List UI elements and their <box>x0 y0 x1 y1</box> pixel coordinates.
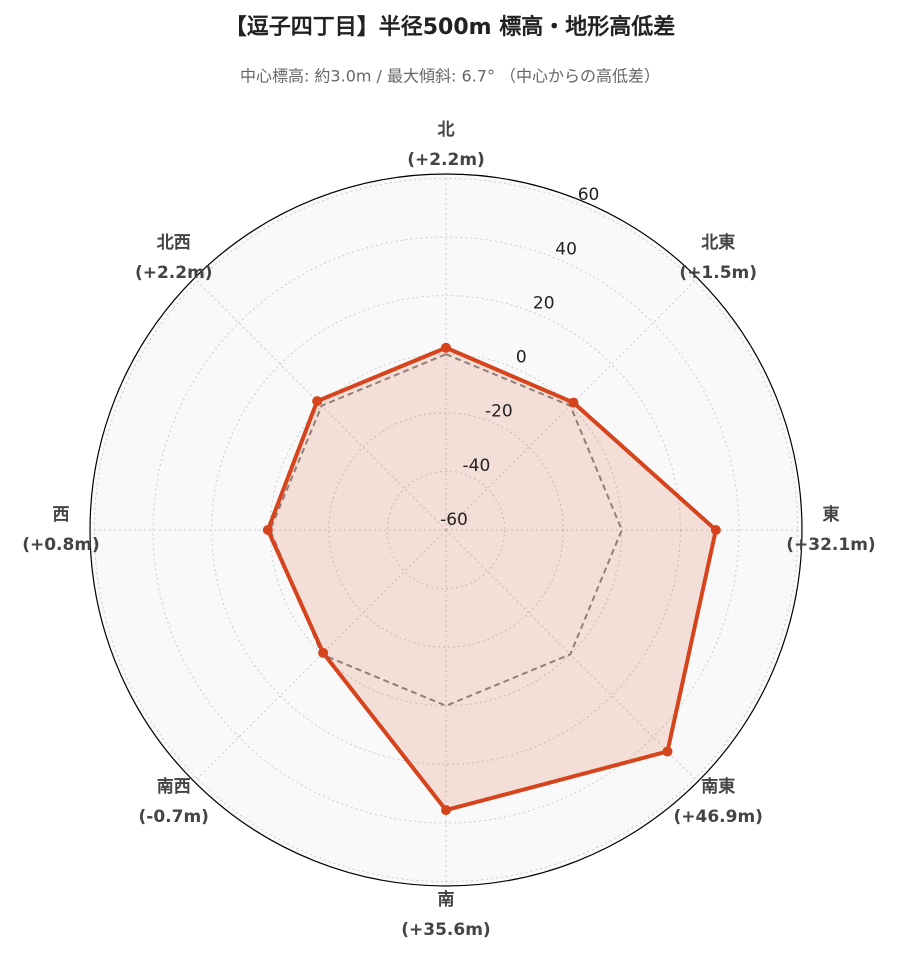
r-tick-label: -20 <box>485 402 513 422</box>
grid-spoke <box>193 277 447 531</box>
value-label: (+35.6m) <box>401 920 490 940</box>
value-label: (+0.8m) <box>22 535 100 555</box>
data-point <box>318 647 329 658</box>
plot-area: -60 -40 -20 0 20 40 60 北 (+2.2m) 北東 (+1.5m) 東 (+32.1… <box>22 120 876 940</box>
r-tick-label: 0 <box>516 348 527 368</box>
data-point <box>312 396 323 407</box>
data-point <box>710 525 721 535</box>
chart-subtitle: 中心標高: 約3.0m / 最大傾斜: 6.7° （中心からの高低差） <box>240 67 660 86</box>
category-label: 北西 <box>157 233 191 253</box>
data-point <box>441 805 451 816</box>
value-label: (+1.5m) <box>679 263 757 283</box>
category-label: 南西 <box>157 776 191 797</box>
data-point <box>262 525 273 535</box>
category-label: 北 <box>438 120 455 140</box>
grid-ring <box>386 470 506 590</box>
data-point <box>441 342 451 353</box>
value-label: (-0.7m) <box>139 807 209 827</box>
grid-spoke <box>445 277 699 531</box>
chart-title: 【逗子四丁目】半径500m 標高・地形高低差 <box>225 14 676 40</box>
r-tick-label: 60 <box>578 185 600 205</box>
r-tick-label: 20 <box>533 293 555 313</box>
r-tick-label: 40 <box>555 239 577 259</box>
category-label: 西 <box>53 505 70 525</box>
category-label: 東 <box>823 504 840 525</box>
value-label: (+46.9m) <box>674 807 763 827</box>
grid-ring <box>211 295 681 765</box>
category-label: 北東 <box>701 232 735 253</box>
category-label: 南 <box>438 889 455 910</box>
category-label: 南東 <box>701 776 735 797</box>
grid-spoke <box>193 529 447 783</box>
value-label: (+2.2m) <box>407 150 485 170</box>
data-point <box>662 746 673 757</box>
value-label: (+2.2m) <box>135 263 213 283</box>
value-label: (+32.1m) <box>786 535 875 555</box>
r-tick-label: -40 <box>463 456 491 476</box>
grid-spoke <box>445 529 699 783</box>
grid-ring <box>328 412 564 648</box>
r-tick-label: -60 <box>440 510 468 530</box>
data-point <box>568 397 579 408</box>
plot-border <box>89 173 803 887</box>
grid-ring <box>152 236 740 824</box>
